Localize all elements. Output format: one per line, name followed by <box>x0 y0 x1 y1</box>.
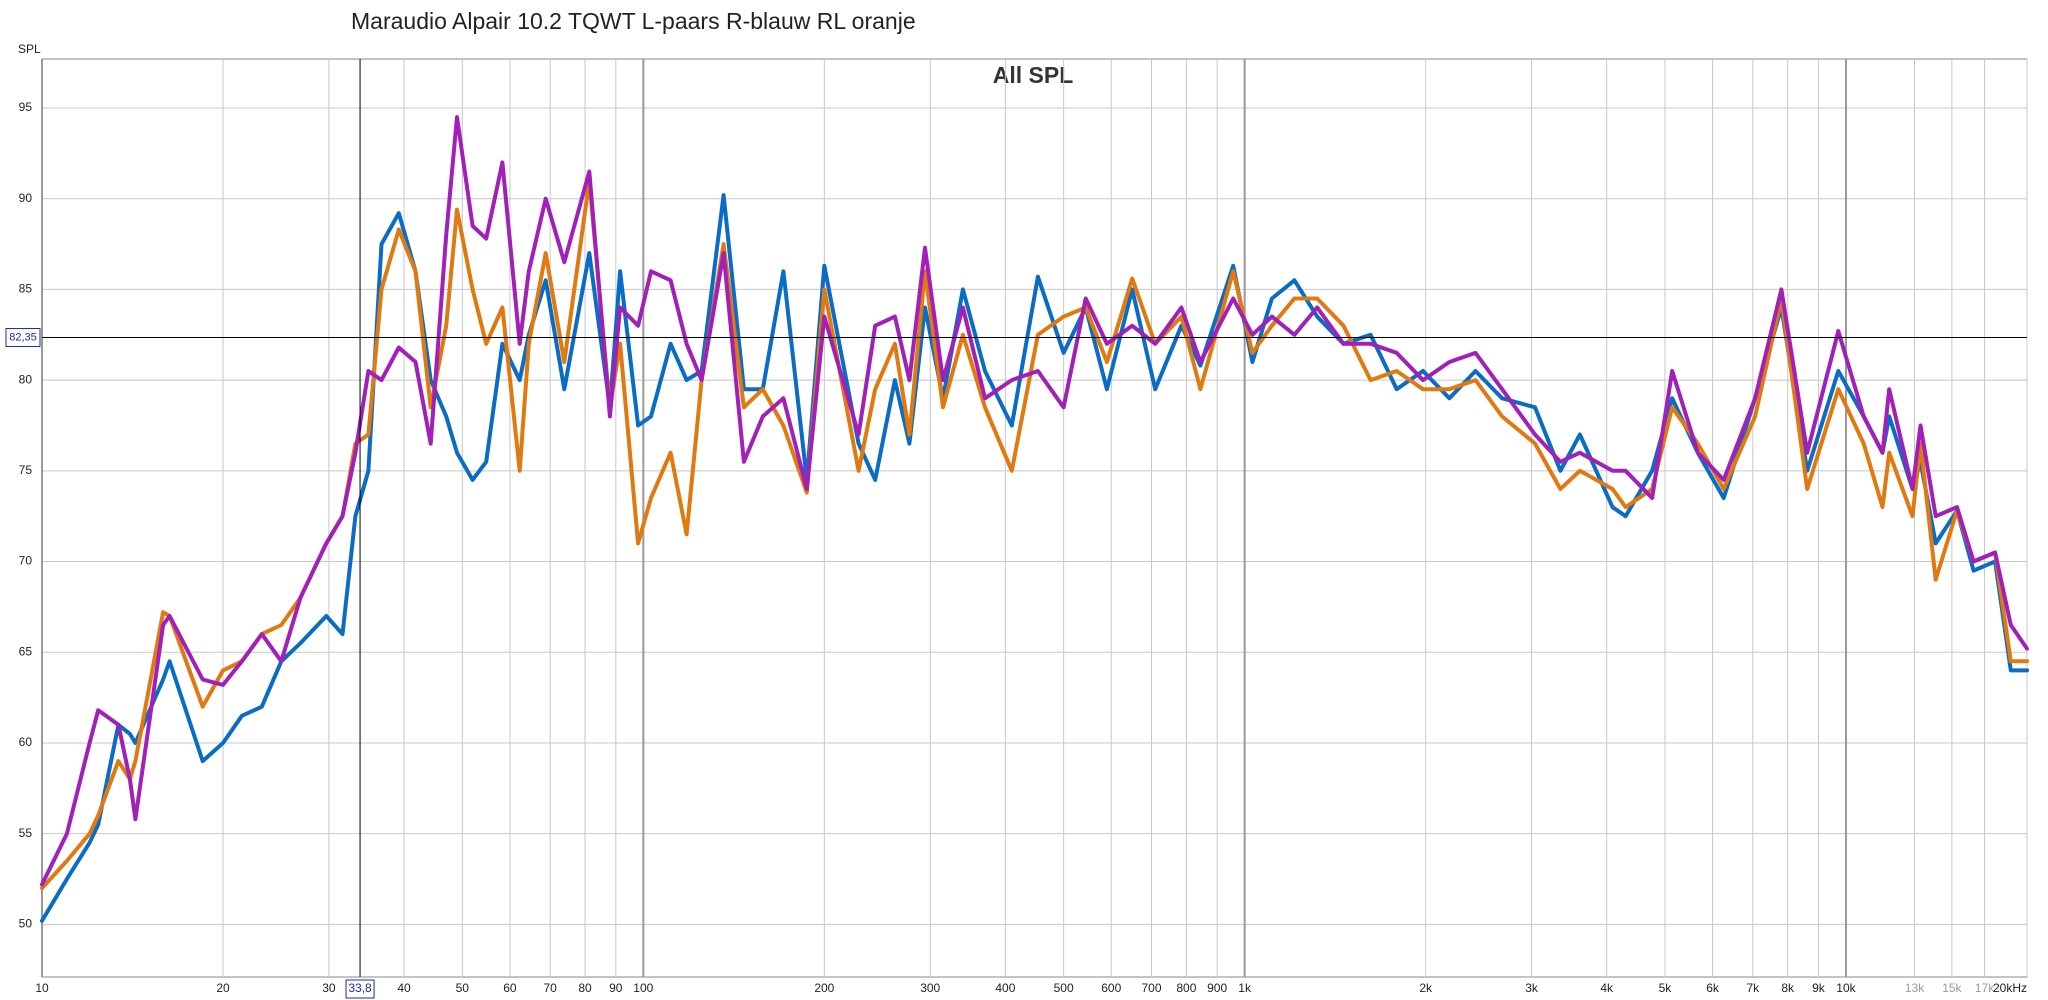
x-tick-label: 100 <box>633 981 653 995</box>
x-tick-label: 3k <box>1525 981 1539 995</box>
y-tick-label: 95 <box>19 100 33 114</box>
x-tick-label: 70 <box>544 981 558 995</box>
x-tick-label: 10 <box>35 981 49 995</box>
y-tick-label: 80 <box>19 372 33 386</box>
x-tick-label: 600 <box>1101 981 1121 995</box>
x-tick-label: 5k <box>1659 981 1673 995</box>
chart-title: Maraudio Alpair 10.2 TQWT L-paars R-blau… <box>351 8 916 34</box>
x-tick-label: 60 <box>503 981 517 995</box>
x-tick-label: 20 <box>216 981 230 995</box>
x-tick-label: 6k <box>1706 981 1720 995</box>
x-tick-label: 2k <box>1419 981 1433 995</box>
x-tick-label: 400 <box>995 981 1015 995</box>
x-tick-label: 800 <box>1176 981 1196 995</box>
x-tick-label: 20kHz <box>1993 981 2027 995</box>
y-tick-label: 50 <box>19 917 33 931</box>
y-tick-label: 90 <box>19 191 33 205</box>
x-tick-label: 13k <box>1905 981 1925 995</box>
x-tick-label: 1k <box>1238 981 1252 995</box>
x-tick-label: 9k <box>1812 981 1826 995</box>
series-line <box>40 115 2029 887</box>
x-tick-label: 50 <box>456 981 470 995</box>
y-axis-label: SPL <box>18 42 41 56</box>
x-tick-label: 40 <box>397 981 411 995</box>
x-tick-label: 500 <box>1054 981 1074 995</box>
x-tick-label: 200 <box>814 981 834 995</box>
cursor-label-box <box>345 979 375 999</box>
x-tick-label: 7k <box>1746 981 1760 995</box>
x-tick-label: 30 <box>322 981 336 995</box>
x-tick-label: 15k <box>1942 981 1962 995</box>
x-tick-label: 300 <box>920 981 940 995</box>
x-tick-label: 80 <box>578 981 592 995</box>
x-tick-label: 900 <box>1207 981 1227 995</box>
x-tick-label: 8k <box>1781 981 1795 995</box>
y-tick-label: 55 <box>19 826 33 840</box>
y-tick-label: 75 <box>19 463 33 477</box>
cursor-x-label: 33,8 <box>348 981 372 995</box>
y-tick-label: 70 <box>19 554 33 568</box>
x-tick-label: 700 <box>1141 981 1161 995</box>
y-tick-label: 85 <box>19 282 33 296</box>
y-tick-label: 60 <box>19 735 33 749</box>
y-tick-label: 65 <box>19 644 33 658</box>
cursor-label-box <box>5 327 41 347</box>
chart-subtitle: All SPL <box>993 62 1074 88</box>
x-tick-label: 90 <box>609 981 623 995</box>
x-tick-label: 17k <box>1975 981 1995 995</box>
x-tick-label: 4k <box>1600 981 1614 995</box>
x-tick-label: 10k <box>1836 981 1856 995</box>
cursor-y-label: 82,35 <box>9 331 37 343</box>
